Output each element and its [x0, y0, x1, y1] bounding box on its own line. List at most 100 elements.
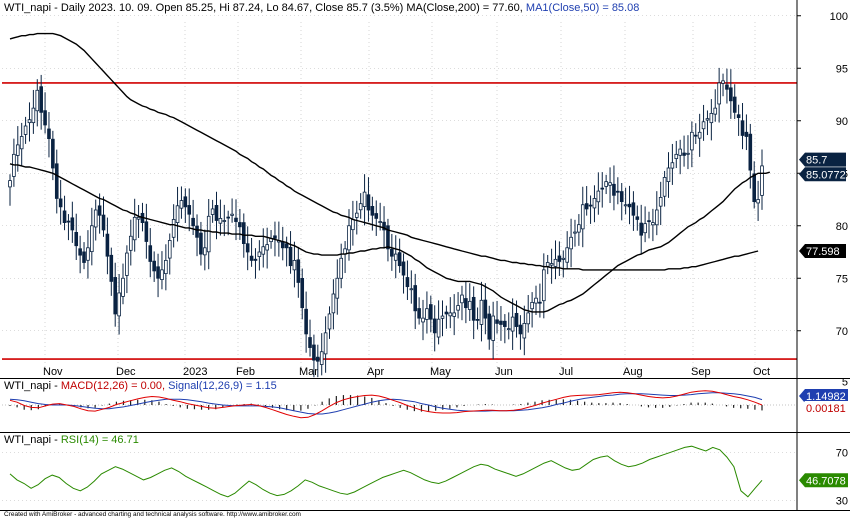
candle-body: [604, 181, 608, 187]
rsi-line: [9, 445, 763, 498]
candle-body: [386, 225, 390, 250]
candle-body: [483, 299, 488, 319]
candle-body: [456, 305, 460, 311]
candle-body: [319, 351, 324, 365]
rsi-y-tick-label: 70: [836, 447, 848, 459]
candle-body: [144, 221, 149, 242]
candle-body: [105, 233, 110, 257]
candle-body: [238, 222, 242, 228]
candle-body: [460, 294, 464, 304]
candle-body: [464, 298, 468, 309]
symbol-name: WTI_napi: [4, 2, 52, 14]
candle-body: [300, 277, 305, 309]
ma200-tag: 77.598: [799, 243, 846, 258]
candle-body: [265, 244, 269, 251]
candle-body: [203, 247, 207, 256]
candle-body: [226, 216, 230, 219]
candle-body: [358, 203, 363, 211]
price-y-tick-label: 70: [836, 326, 848, 338]
candle-body: [542, 269, 546, 302]
panel-frames: [0, 0, 850, 511]
candle-body: [444, 311, 449, 315]
candle-body: [230, 213, 234, 216]
candle-body: [8, 180, 12, 188]
candle-body: [760, 165, 764, 196]
x-tick-label: Jul: [559, 366, 573, 378]
candle-body: [565, 247, 569, 263]
ma200-tag-bg: [799, 243, 846, 258]
candle-body: [136, 216, 141, 220]
candle-body: [206, 215, 211, 253]
candle-body: [538, 301, 542, 304]
candle-body: [175, 205, 180, 223]
candle-body: [557, 255, 562, 262]
macd-line: [9, 390, 763, 419]
signal-tag: 1.14982: [799, 389, 848, 403]
x-tick-label: Jun: [495, 366, 513, 378]
candle-body: [70, 217, 75, 231]
candle-body: [187, 205, 192, 215]
candle-body: [697, 131, 702, 139]
candle-body: [709, 113, 714, 124]
candle-body: [522, 322, 527, 339]
candle-body: [639, 222, 644, 236]
candle-body: [210, 208, 215, 215]
candle-body: [62, 210, 67, 223]
candle-body: [631, 202, 636, 216]
candle-body: [323, 332, 328, 355]
candle-body: [729, 87, 733, 102]
candle-body: [148, 245, 153, 262]
rsi-y-tick-label: 30: [836, 495, 848, 507]
candle-body: [273, 235, 277, 239]
candle-body: [280, 241, 285, 249]
candle-body: [390, 248, 394, 257]
price-y-tick-label: 95: [836, 63, 848, 75]
rsi-tag-text: 46.7078: [806, 475, 846, 487]
rsi-header: WTI_napi - RSI(14) = 46.71: [4, 434, 139, 446]
candle-body: [366, 194, 371, 211]
last-close-tag-bg: [799, 152, 846, 167]
candle-body: [666, 167, 671, 182]
candle-body: [686, 152, 690, 155]
candle-body: [66, 220, 71, 223]
candle-body: [164, 259, 168, 275]
candle-body: [654, 209, 659, 226]
x-tick-label: May: [430, 366, 451, 378]
candle-body: [717, 82, 721, 105]
candle-body: [370, 206, 375, 216]
candle-body: [475, 319, 480, 321]
candle-body: [199, 232, 203, 255]
candle-body: [553, 258, 558, 267]
candle-body: [296, 259, 301, 283]
candle-body: [693, 134, 698, 137]
candle-body: [222, 220, 227, 222]
candle-body: [643, 223, 647, 234]
candle-body: [109, 254, 114, 282]
macd-tag-text: 0.00181: [806, 403, 846, 415]
candle-body: [612, 183, 616, 196]
candle-body: [132, 216, 137, 241]
candle-body: [429, 304, 433, 320]
candle-body: [19, 136, 24, 150]
candle-body: [93, 209, 98, 228]
candle-body: [378, 221, 382, 223]
rsi-readout: RSI(14) = 46.71: [60, 434, 139, 446]
candle-body: [117, 292, 121, 317]
candle-body: [23, 125, 28, 135]
footer-credit: Created with AmiBroker - advanced charti…: [4, 511, 301, 518]
x-tick-label: Aug: [623, 366, 643, 378]
candle-body: [284, 243, 289, 249]
candle-body: [569, 236, 573, 250]
candle-body: [191, 217, 195, 227]
candle-body: [74, 232, 79, 247]
candle-body: [241, 222, 246, 245]
candle-body: [362, 191, 367, 207]
candle-body: [756, 199, 760, 204]
candle-body: [616, 190, 620, 193]
price-y-tick-label: 90: [836, 116, 848, 128]
ma50-tag-text: 85.0772: [806, 169, 846, 181]
candle-body: [705, 118, 710, 121]
candle-body: [90, 225, 94, 253]
